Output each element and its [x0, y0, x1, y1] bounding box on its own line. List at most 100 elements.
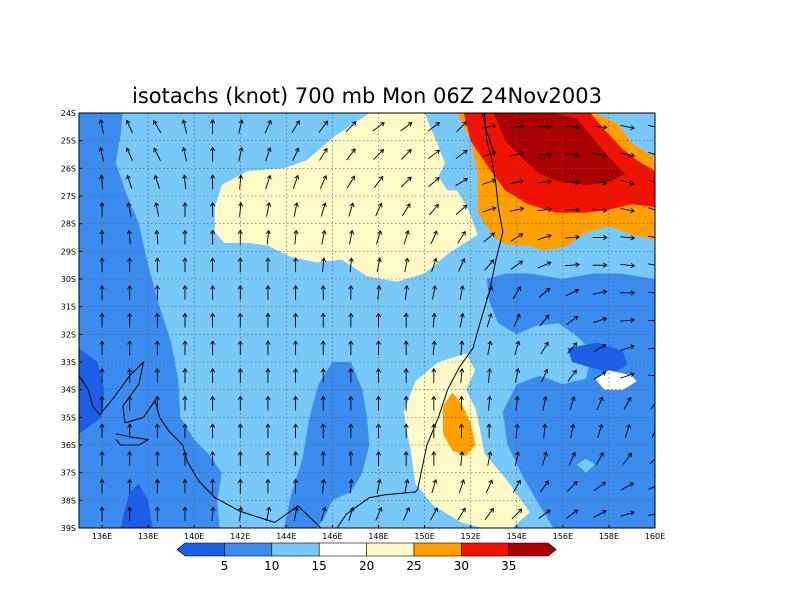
wind-vector	[348, 284, 354, 300]
wind-vector	[99, 506, 105, 522]
wind-vector	[537, 233, 552, 241]
x-tick-label: 156E	[553, 532, 573, 541]
wind-vector	[650, 402, 655, 410]
wind-vector	[293, 450, 299, 466]
x-tick-label: 152E	[461, 532, 481, 541]
wind-vector	[540, 341, 549, 355]
wind-vector	[99, 312, 105, 328]
wind-vector	[648, 235, 655, 238]
wind-vector	[648, 513, 655, 516]
wind-vector	[154, 257, 160, 273]
y-tick-label: 25S	[61, 137, 76, 146]
wind-vector	[482, 206, 497, 213]
wind-vector	[403, 312, 409, 328]
wind-vector	[320, 202, 327, 217]
wind-vector	[348, 506, 355, 521]
wind-vector	[127, 340, 133, 356]
wind-vector	[620, 510, 635, 517]
wind-vector	[484, 259, 495, 271]
wind-vector	[293, 367, 299, 383]
isotach-zone-25-30-1-0	[443, 392, 476, 457]
wind-vector	[210, 340, 216, 356]
wind-vector	[99, 395, 105, 411]
wind-vector	[647, 347, 655, 350]
wind-vector	[375, 423, 382, 439]
y-tick-label: 39S	[61, 524, 76, 533]
wind-vector	[99, 450, 105, 466]
isotach-zone-lt5-6-1	[120, 483, 153, 528]
wind-vector	[592, 316, 608, 324]
wind-vector	[511, 508, 523, 520]
wind-vector	[98, 119, 104, 134]
wind-vector	[210, 367, 216, 383]
gridlines	[79, 113, 655, 528]
wind-vector	[542, 423, 548, 439]
wind-vector	[320, 284, 326, 300]
wind-vector	[210, 146, 216, 162]
wind-vector	[348, 202, 355, 217]
wind-vector	[427, 122, 441, 132]
wind-vector	[320, 450, 326, 466]
wind-vector	[319, 147, 328, 161]
wind-vector	[348, 395, 354, 411]
y-tick-label: 31S	[61, 303, 76, 312]
wind-vector	[210, 229, 216, 245]
wind-vector	[482, 123, 497, 129]
y-tick-label: 30S	[61, 275, 76, 284]
wind-vector	[237, 478, 243, 494]
wind-vector	[375, 450, 382, 466]
wind-vector	[483, 232, 496, 243]
wind-vector	[264, 119, 272, 134]
wind-vector	[403, 423, 409, 439]
wind-vector	[404, 285, 410, 300]
wind-vector	[510, 260, 524, 270]
wind-vector	[458, 423, 464, 439]
wind-vector	[293, 202, 299, 217]
wind-vector	[648, 263, 655, 266]
coastline-1	[79, 360, 322, 528]
wind-vector	[404, 257, 410, 273]
wind-vector	[592, 124, 608, 130]
wind-vector	[154, 202, 160, 217]
wind-vector	[620, 263, 636, 269]
wind-vector	[593, 343, 607, 353]
wind-vector	[648, 486, 655, 490]
wind-vector	[457, 507, 466, 521]
wind-vector	[320, 423, 326, 439]
wind-vector	[431, 395, 437, 411]
wind-vector	[565, 124, 580, 130]
colorbar-swatch-20-25	[366, 542, 415, 557]
coastline-3	[481, 113, 495, 152]
wind-vector	[568, 451, 576, 466]
y-tick-label: 29S	[61, 247, 76, 256]
wind-vector	[486, 368, 493, 383]
wind-vector	[237, 229, 243, 245]
wind-vector	[593, 481, 606, 492]
wind-vector	[320, 395, 326, 411]
wind-vector	[154, 478, 160, 494]
wind-vector	[293, 340, 299, 356]
x-tick-label: 138E	[138, 532, 158, 541]
wind-vector	[265, 284, 271, 300]
wind-vector	[487, 451, 493, 466]
wind-vector	[431, 312, 437, 328]
wind-vector	[348, 423, 354, 439]
x-tick-label: 160E	[645, 532, 665, 541]
wind-vector	[403, 450, 409, 466]
isotach-zone-15-20-8-0	[595, 370, 637, 390]
wind-vector	[565, 180, 580, 186]
x-tick-label: 146E	[322, 532, 342, 541]
wind-vector	[265, 312, 271, 328]
colorbar-swatch-30-35	[461, 542, 510, 557]
wind-vector	[98, 146, 104, 162]
wind-vector	[455, 149, 468, 160]
wind-vector	[182, 201, 188, 217]
wind-vector	[293, 257, 299, 273]
wind-vector	[620, 317, 636, 323]
wind-vector	[624, 423, 631, 438]
wind-vector	[238, 202, 244, 217]
wind-vector	[348, 257, 354, 273]
wind-vector	[459, 340, 465, 356]
wind-vector	[431, 478, 438, 494]
wind-vector	[375, 340, 382, 356]
